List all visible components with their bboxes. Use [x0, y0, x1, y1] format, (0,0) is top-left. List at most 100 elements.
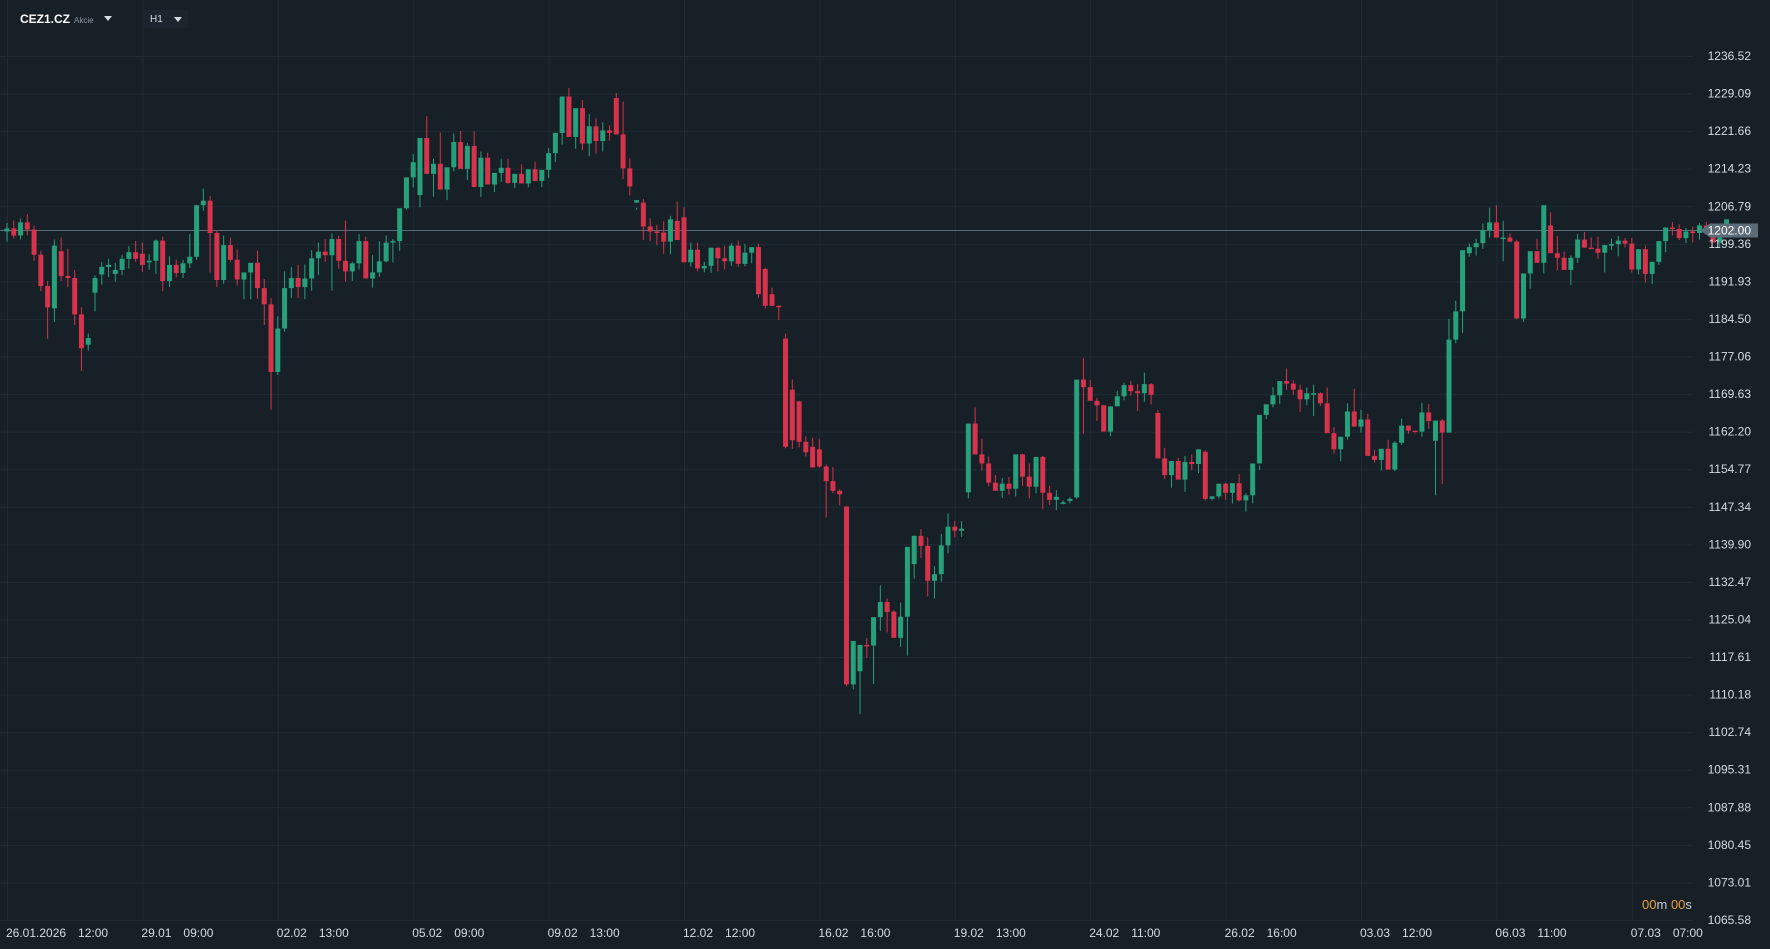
candle-body [1426, 412, 1432, 422]
candle-body [275, 328, 281, 373]
y-tick-label: 1080.45 [1708, 838, 1752, 852]
candle-body [566, 96, 572, 137]
candle-body [701, 265, 707, 269]
candle-body [133, 252, 139, 259]
candle-body [1629, 243, 1635, 270]
candle-body [1520, 273, 1526, 319]
time-axis[interactable]: 26.01.2026 12:00 29.01 09:00 02.02 13:00 05… [6, 926, 1703, 940]
candle-body [918, 535, 924, 546]
y-tick-label: 1087.88 [1708, 800, 1752, 814]
candle-body [1196, 449, 1202, 464]
candle-body [1534, 251, 1540, 263]
x-tick-label: 29.01 09:00 [141, 926, 213, 940]
candle-body [600, 130, 606, 142]
x-tick-label: 16.02 16:00 [818, 926, 890, 940]
timeframe-label: H1 [150, 13, 163, 25]
candle-body [1243, 495, 1249, 501]
x-tick-label: 06.03 11:00 [1495, 926, 1566, 940]
candle-body [1453, 311, 1459, 340]
candle-body [1297, 389, 1303, 400]
y-tick-label: 1147.34 [1709, 500, 1752, 514]
candle-body [519, 173, 525, 184]
candle-body [884, 601, 890, 613]
candle-body [586, 126, 592, 144]
candle-body [343, 260, 348, 272]
symbol-selector[interactable]: CEZ1.CZ Akcie [20, 12, 112, 26]
candle-body [1094, 400, 1100, 406]
y-tick-label: 1214.23 [1708, 162, 1752, 176]
candle-body [830, 481, 836, 491]
candle-body [1581, 239, 1587, 248]
candle-body [390, 241, 396, 243]
candle-body [485, 157, 491, 185]
current-price-tag [1700, 223, 1758, 238]
candle-body [1101, 405, 1107, 432]
candle-body [796, 401, 802, 442]
candle-body [1608, 244, 1614, 246]
x-tick-label: 09.02 13:00 [548, 926, 620, 940]
candle-body [654, 231, 660, 233]
candle-body [1236, 483, 1242, 501]
candle-body [1493, 222, 1499, 238]
candle-body [370, 272, 376, 279]
candle-body [1162, 458, 1168, 476]
candle-body [1399, 425, 1405, 443]
chevron-down-icon [174, 16, 182, 22]
y-tick-label: 1154.77 [1709, 462, 1752, 476]
candle-body [72, 277, 78, 315]
candle-body [444, 167, 450, 190]
candle-body [952, 526, 958, 531]
candle-body [65, 275, 71, 278]
candle-body [789, 389, 795, 441]
candle-body [1717, 233, 1723, 243]
candle-body [1250, 463, 1256, 496]
candle-body [627, 168, 633, 187]
candle-body [1317, 393, 1323, 404]
candle-body [282, 288, 288, 329]
candle-body [1507, 237, 1513, 242]
candle-body [1229, 483, 1235, 493]
candle-body [505, 167, 511, 183]
y-tick-label: 1095.31 [1708, 763, 1752, 777]
candle-body [200, 200, 206, 206]
candle-body [194, 205, 200, 257]
x-tick-label: 05.02 09:00 [412, 926, 484, 940]
y-tick-label: 1169.63 [1709, 387, 1752, 401]
y-tick-label: 1117.61 [1709, 650, 1751, 664]
candle-body [160, 240, 166, 282]
y-tick-label: 1229.09 [1708, 87, 1752, 101]
candle-body [58, 251, 64, 276]
candle-body [261, 288, 267, 305]
candle-body [410, 162, 416, 178]
candle-body [1514, 241, 1520, 319]
candle-body [24, 222, 30, 230]
candle-body [904, 546, 910, 617]
candle-body [593, 126, 599, 142]
candle-body [1439, 420, 1445, 433]
candle-body [1060, 502, 1066, 504]
candle-body [1588, 247, 1594, 250]
price-axis[interactable]: 1236.52 1229.09 1221.66 1214.23 1206.79 1199.… [1700, 49, 1758, 927]
candle-body [674, 220, 680, 241]
y-tick-label: 1236.52 [1708, 49, 1752, 63]
candle-body [376, 261, 382, 273]
y-tick-label: 1125.04 [1709, 612, 1752, 626]
candle-body [363, 241, 369, 279]
candle-body [1460, 250, 1466, 312]
candle-body [1087, 387, 1093, 401]
y-tick-label: 1206.79 [1708, 199, 1752, 213]
candle-body [1311, 393, 1317, 395]
candle-body [1378, 448, 1384, 460]
candle-body [1527, 251, 1533, 274]
candle-body [336, 239, 342, 261]
candle-body [471, 146, 477, 188]
candle-body [38, 254, 44, 287]
candle-body [166, 264, 172, 282]
candle-body [762, 268, 768, 306]
candle-body [1615, 240, 1621, 245]
candle-body [728, 245, 734, 262]
timeframe-selector[interactable]: H1 [144, 10, 188, 28]
candle-body [1209, 496, 1215, 499]
candle-body [1331, 433, 1337, 450]
